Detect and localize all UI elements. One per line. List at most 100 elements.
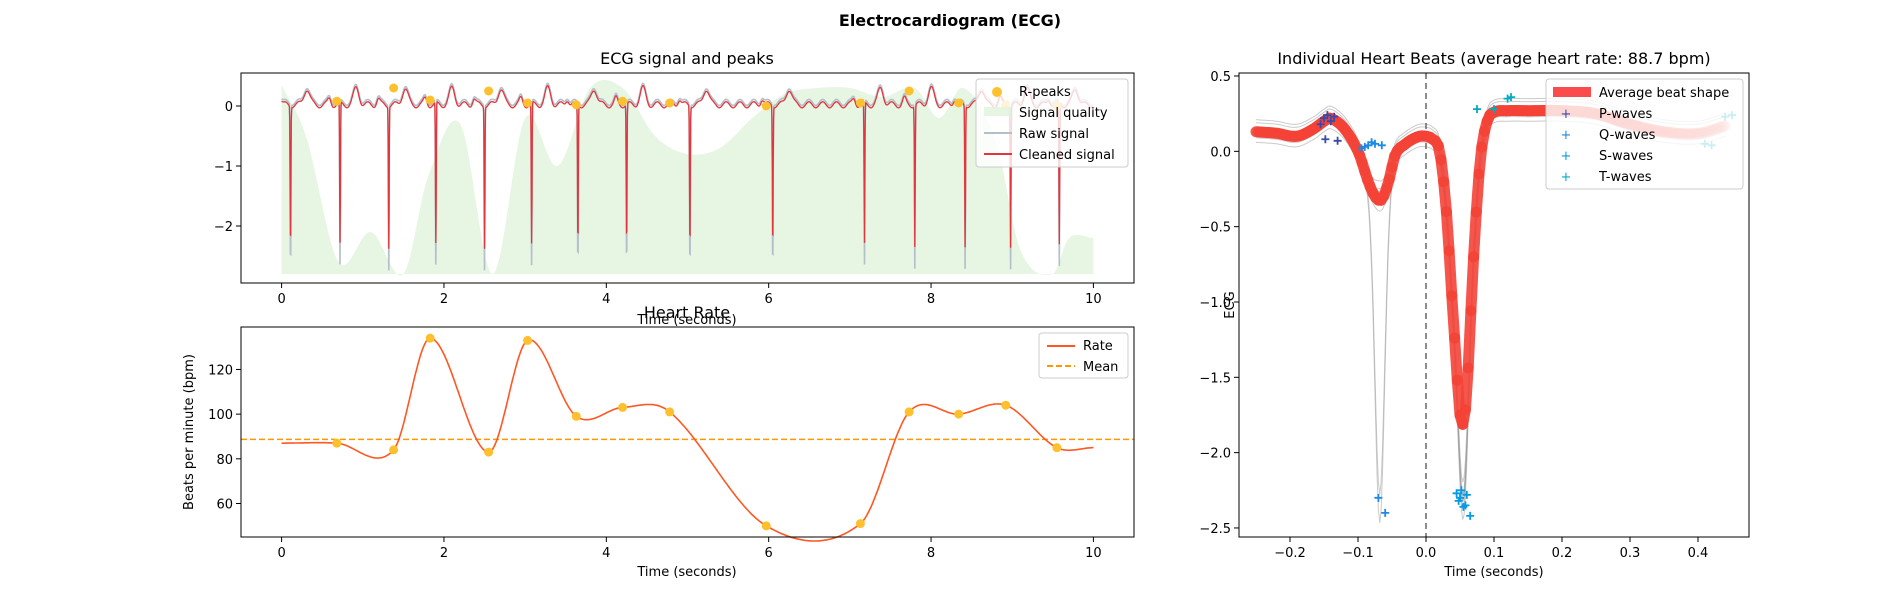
ecg-x-tick-label: 2 bbox=[440, 292, 448, 307]
figure-title: Electrocardiogram (ECG) bbox=[839, 11, 1061, 30]
average-beat-segment bbox=[1468, 206, 1482, 263]
r-peak-point bbox=[904, 86, 914, 96]
p-wave-marker bbox=[1323, 111, 1332, 120]
q-wave-marker bbox=[1360, 142, 1369, 151]
beats-y-tick-label: −0.5 bbox=[1199, 221, 1231, 236]
q-wave-marker bbox=[1367, 138, 1376, 147]
legend-label-p-waves: P-waves bbox=[1599, 107, 1653, 122]
heart-rate-point bbox=[523, 335, 533, 345]
ecg-x-axis-label: Time (seconds) bbox=[636, 313, 736, 328]
beats-legend: Average beat shape + P-waves + Q-waves +… bbox=[1545, 78, 1744, 190]
rate-x-tick-label: 4 bbox=[602, 546, 610, 561]
r-peak-point bbox=[571, 100, 581, 110]
r-peak-point bbox=[425, 95, 435, 105]
average-beat-segment bbox=[1440, 206, 1455, 257]
r-peak-point bbox=[761, 101, 771, 111]
beats-x-tick-label: 0.0 bbox=[1416, 546, 1437, 561]
rate-x-axis-label: Time (seconds) bbox=[636, 565, 736, 580]
heart-rate-point bbox=[954, 409, 964, 419]
rate-x-tick-label: 6 bbox=[765, 546, 773, 561]
average-beat-segment bbox=[1470, 168, 1485, 218]
t-wave-marker bbox=[1473, 105, 1481, 114]
rate-x-tick-label: 10 bbox=[1085, 546, 1102, 561]
p-wave-marker bbox=[1330, 112, 1339, 121]
legend-label-cleaned-signal: Cleaned signal bbox=[1019, 148, 1115, 163]
rate-x-tick-label: 8 bbox=[927, 546, 935, 561]
legend-label-raw-signal: Raw signal bbox=[1019, 127, 1089, 142]
rate-y-axis-label: Beats per minute (bpm) bbox=[182, 354, 197, 510]
ecg-x-tick-label: 10 bbox=[1085, 292, 1102, 307]
beats-x-tick-label: −0.1 bbox=[1342, 546, 1374, 561]
ecg-x-tick-label: 0 bbox=[277, 292, 285, 307]
beats-y-tick-label: 0.0 bbox=[1210, 145, 1231, 160]
r-peak-point bbox=[618, 96, 628, 106]
ecg-x-tick-label: 4 bbox=[602, 292, 610, 307]
legend-label-mean: Mean bbox=[1083, 360, 1118, 375]
ecg-x-ticks: 0 2 4 6 8 10 bbox=[277, 283, 1102, 307]
p-wave-marker bbox=[1316, 120, 1325, 129]
q-wave-marker bbox=[1377, 141, 1386, 150]
r-peak-point bbox=[484, 86, 494, 96]
rate-axes-frame bbox=[240, 326, 1135, 538]
heart-rate-panel-title: Heart Rate bbox=[644, 303, 730, 322]
ecg-y-tick-label: −2 bbox=[214, 220, 233, 235]
ecg-y-ticks: −2 −1 0 bbox=[214, 100, 241, 235]
legend-swatch-p-waves: + bbox=[1561, 107, 1572, 122]
ecg-x-tick-label: 8 bbox=[927, 292, 935, 307]
ecg-y-tick-label: −1 bbox=[214, 160, 233, 175]
r-peak-point bbox=[523, 98, 533, 108]
r-peak-point bbox=[332, 96, 342, 106]
heart-beats-panel: Individual Heart Beats (average heart ra… bbox=[1199, 49, 1750, 580]
beats-x-ticks: −0.2 −0.1 0.0 0.1 0.2 0.3 0.4 bbox=[1274, 537, 1708, 561]
beats-x-tick-label: 0.2 bbox=[1552, 546, 1573, 561]
beats-x-tick-label: 0.1 bbox=[1484, 546, 1505, 561]
heart-rate-point bbox=[484, 447, 494, 457]
average-beat-segment bbox=[1443, 245, 1458, 302]
s-wave-marker bbox=[1466, 511, 1475, 520]
beats-y-ticks: −2.5 −2.0 −1.5 −1.0 −0.5 0.0 0.5 bbox=[1199, 70, 1239, 537]
heart-rate-point bbox=[571, 411, 581, 421]
rate-y-tick-label: 120 bbox=[208, 363, 233, 378]
legend-swatch-signal-quality bbox=[984, 107, 1011, 116]
rate-x-ticks: 0 2 4 6 8 10 bbox=[277, 537, 1102, 561]
heart-rate-point bbox=[665, 407, 675, 417]
legend-label-q-waves: Q-waves bbox=[1599, 128, 1656, 143]
beats-y-tick-label: 0.5 bbox=[1210, 70, 1231, 85]
rate-y-tick-label: 100 bbox=[208, 408, 233, 423]
ecg-y-tick-label: 0 bbox=[225, 100, 233, 115]
ecg-panel: ECG signal and peaks 0 2 4 6 8 10 −2 −1 0 Time … bbox=[214, 49, 1135, 328]
beats-y-tick-label: −2.5 bbox=[1199, 522, 1231, 537]
heart-rate-point bbox=[1001, 400, 1011, 410]
ecg-axes-frame bbox=[240, 72, 1135, 284]
r-peak-point bbox=[665, 98, 675, 108]
heart-rate-point bbox=[332, 438, 342, 448]
beats-y-axis-label: ECG bbox=[1223, 291, 1238, 318]
s-wave-marker bbox=[1461, 501, 1470, 510]
s-wave-marker bbox=[1452, 489, 1461, 498]
heart-rate-point bbox=[761, 521, 771, 531]
legend-swatch-r-peaks bbox=[992, 87, 1002, 97]
beats-legend-box bbox=[1545, 78, 1744, 190]
average-beat-segment bbox=[1462, 305, 1477, 374]
heart-rate-point bbox=[855, 519, 865, 529]
t-wave-marker bbox=[1507, 93, 1515, 102]
heart-rate-point bbox=[425, 333, 435, 343]
beats-x-tick-label: 0.4 bbox=[1688, 546, 1709, 561]
legend-label-average-beat: Average beat shape bbox=[1599, 86, 1729, 101]
heart-rate-points bbox=[332, 333, 1062, 531]
heart-rate-point bbox=[618, 402, 628, 412]
r-peak-point bbox=[855, 98, 865, 108]
s-wave-marker bbox=[1462, 490, 1471, 499]
legend-swatch-q-waves: + bbox=[1561, 128, 1572, 143]
legend-label-signal-quality: Signal quality bbox=[1019, 106, 1108, 121]
beats-x-axis-label: Time (seconds) bbox=[1443, 565, 1543, 580]
rate-x-tick-label: 2 bbox=[440, 546, 448, 561]
heart-rate-point bbox=[1052, 443, 1062, 453]
ecg-legend-box bbox=[975, 78, 1129, 168]
beats-panel-title: Individual Heart Beats (average heart ra… bbox=[1277, 49, 1710, 68]
p-wave-marker bbox=[1321, 135, 1330, 144]
heart-rate-point bbox=[389, 445, 399, 455]
ecg-x-tick-label: 6 bbox=[765, 292, 773, 307]
average-beat-segment bbox=[1446, 290, 1461, 344]
average-beat-segment bbox=[1465, 251, 1480, 317]
